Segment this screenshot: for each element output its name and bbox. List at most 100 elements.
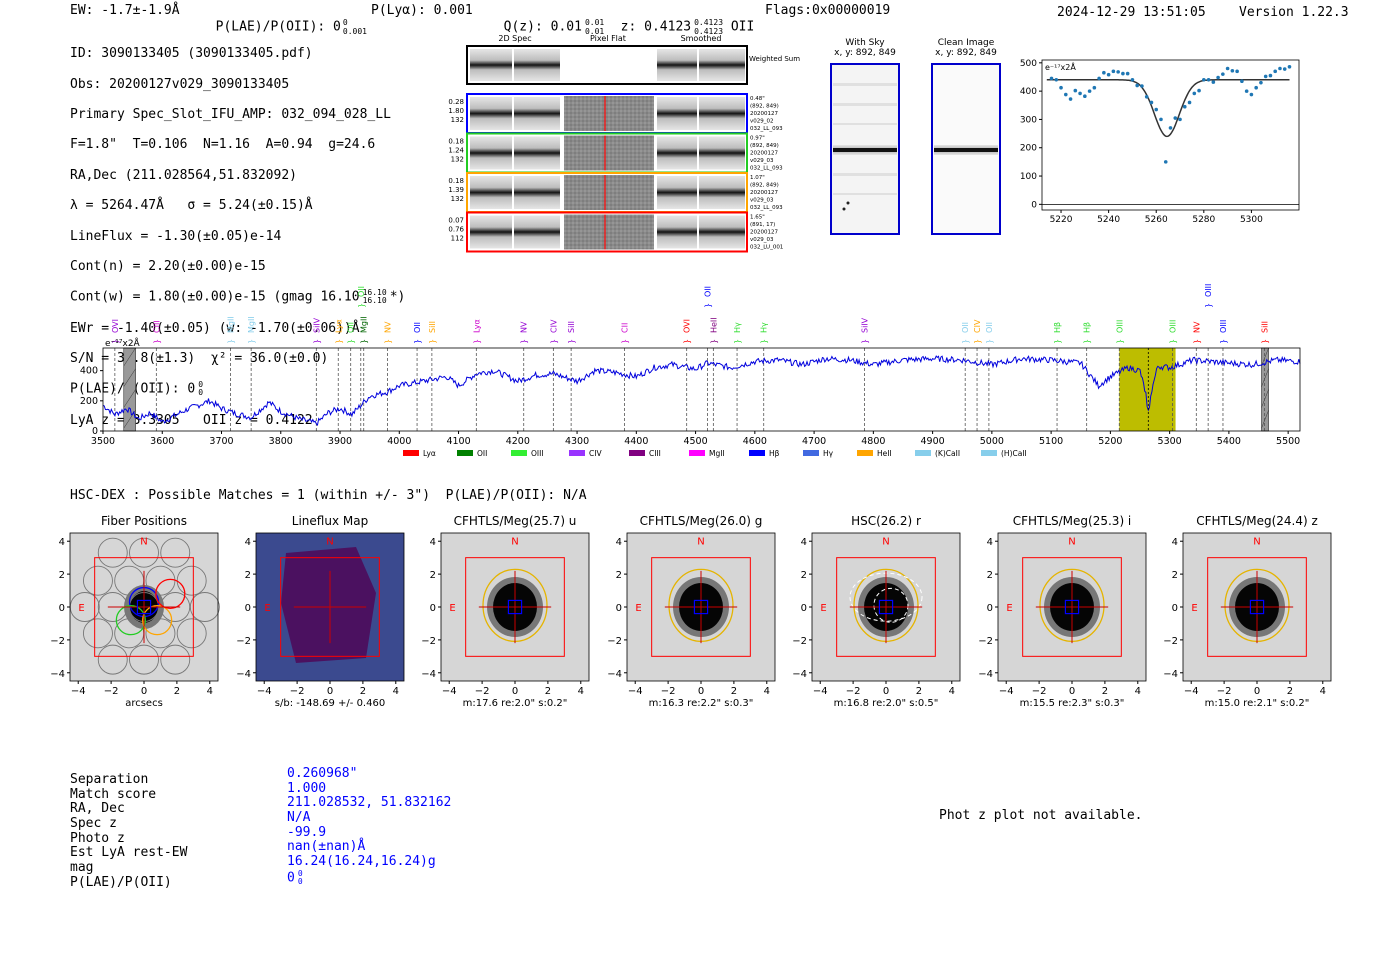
spectrum-line-brace: } bbox=[334, 339, 343, 344]
cutout-2d-a bbox=[470, 215, 512, 249]
fit-data-point bbox=[1087, 89, 1092, 93]
spectrum-line-label: OII bbox=[347, 322, 356, 333]
panel-ytick-label: 4 bbox=[801, 537, 807, 548]
match-value-text: nan(±nan)Å bbox=[287, 839, 366, 855]
match-label: Est LyA rest-EW bbox=[70, 845, 188, 861]
legend-swatch bbox=[981, 450, 997, 456]
spectrum-xtick-label: 4600 bbox=[743, 436, 767, 447]
cutout-row-stat: 132 bbox=[451, 116, 464, 124]
info-contw-sub: 16.10 bbox=[362, 296, 387, 306]
info-contn: Cont(n) = 2.20(±0.00)e-15 bbox=[70, 259, 266, 275]
north-label: N bbox=[326, 537, 333, 548]
cutout-row-meta: 0.48" bbox=[750, 96, 765, 102]
spectrum-xtick-label: 4800 bbox=[861, 436, 885, 447]
spectrum-xtick-label: 3800 bbox=[269, 436, 293, 447]
weighted-sum-row: Weighted Sum bbox=[466, 45, 800, 85]
fiber-center-box bbox=[1249, 599, 1265, 615]
fit-data-point bbox=[1125, 71, 1130, 76]
search-box bbox=[836, 557, 936, 657]
panel-xtick-label: 2 bbox=[1101, 686, 1107, 697]
spectrum-line-label: Hγ bbox=[733, 322, 742, 333]
fit-ytick-label: 0 bbox=[1031, 200, 1037, 210]
hsc-panel-footer: m:16.3 re:2.2" s:0.3" bbox=[648, 698, 753, 709]
north-label: N bbox=[140, 537, 147, 548]
match-value: 16.24(16.24,16.24)g bbox=[287, 854, 451, 870]
spectrum-xtick-label: 5400 bbox=[1217, 436, 1241, 447]
match-value-text: N/A bbox=[287, 810, 311, 826]
panel-ytick-label: 4 bbox=[1172, 537, 1178, 548]
clean-image-label: Clean Image bbox=[937, 38, 995, 48]
hsc-panel-title: Lineflux Map bbox=[291, 514, 367, 528]
east-label: E bbox=[820, 603, 826, 614]
hsc-panel-hsc: HSC(26.2) r N E −4 −2 0 2 4 4 2 0 −2 −4 m:16.8 re:2.0… bbox=[792, 514, 961, 709]
detection-info: ID: 3090133405 (3090133405.pdf) Obs: 202… bbox=[70, 31, 405, 443]
panel-ytick-label: −2 bbox=[1163, 636, 1178, 647]
panel-ytick-label: 2 bbox=[430, 570, 436, 581]
search-box bbox=[650, 557, 751, 657]
spectrum-line-brace: } bbox=[226, 339, 235, 344]
north-label: N bbox=[1068, 537, 1075, 548]
match-value-text: -99.9 bbox=[287, 824, 327, 840]
cutout-row-stat: 1.39 bbox=[448, 186, 464, 194]
cutout-row-stat: 0.76 bbox=[448, 226, 464, 234]
panel-ytick-label: −4 bbox=[978, 669, 993, 680]
fiber-circle bbox=[129, 537, 159, 568]
spectrum-line-brace: } bbox=[360, 339, 369, 344]
cutout-smooth-b bbox=[699, 136, 745, 170]
hsc-panel-title: HSC(26.2) r bbox=[851, 514, 921, 528]
match-value: nan(±nan)Å bbox=[287, 840, 451, 855]
spectrum-line-brace: } bbox=[1083, 339, 1092, 344]
panel-ytick-label: −2 bbox=[978, 636, 993, 647]
fiber-circle bbox=[160, 644, 191, 675]
spectrum-line-brace: } bbox=[760, 339, 769, 344]
panel-xtick-label: 2 bbox=[545, 686, 551, 697]
fit-data-point bbox=[1173, 116, 1178, 120]
fit-ytick-label: 200 bbox=[1020, 144, 1037, 154]
photz-note: Phot z plot not available. bbox=[939, 808, 1143, 823]
panel-ytick-label: −4 bbox=[607, 669, 622, 680]
spectrum-line-label: OIII bbox=[1115, 320, 1124, 333]
cutout-row-frame bbox=[466, 211, 748, 253]
north-label: N bbox=[511, 537, 518, 548]
info-contw-sup: 16.10 bbox=[362, 288, 387, 298]
info-contw-end: *) bbox=[389, 289, 406, 305]
cutout-row-stat: 132 bbox=[451, 156, 464, 164]
hsc-panel-fiber: Fiber Positions N E −4 −2 0 2 4 4 2 0 −2 −4 arcsecs bbox=[50, 514, 220, 709]
legend-label: HeII bbox=[877, 449, 892, 458]
spectrum-highlight-band bbox=[1119, 348, 1176, 431]
match-value-text: 211.028532, 51.832162 bbox=[287, 795, 452, 811]
cutout-2d-b bbox=[514, 136, 560, 170]
panel-ytick-label: 0 bbox=[244, 603, 250, 614]
spectrum-line-label: MgII bbox=[360, 316, 369, 333]
header-z-sub: 0.4123 bbox=[694, 27, 724, 36]
spectrum-line-label: SiII bbox=[567, 321, 576, 333]
cutout-row-stat: 0.28 bbox=[448, 98, 464, 106]
panel-ytick-label: −2 bbox=[607, 636, 622, 647]
fit-data-point bbox=[1168, 126, 1173, 130]
spectrum-line-label: CII bbox=[620, 323, 629, 333]
cutout-row-meta: 1.65" bbox=[750, 215, 765, 221]
hsc-panel-title: CFHTLS/Meg(26.0) g bbox=[639, 514, 762, 528]
cutout-row-stat: 1.24 bbox=[448, 147, 464, 155]
hsc-panel-title: Fiber Positions bbox=[101, 514, 187, 528]
match-value-text: 0.260968" bbox=[287, 766, 358, 781]
spectrum-line-label: Lyα bbox=[334, 319, 343, 333]
fit-data-point bbox=[1182, 104, 1187, 109]
panel-xtick-label: 4 bbox=[392, 686, 398, 697]
cutout-row-meta: v029_03 bbox=[750, 198, 774, 204]
cutout-2d-a bbox=[470, 136, 512, 170]
cutout-row-stat: 132 bbox=[451, 195, 464, 203]
cutout-smooth-b bbox=[699, 97, 745, 130]
fit-data-point bbox=[1230, 68, 1235, 73]
cutout-row-meta: (892, 849) bbox=[750, 104, 779, 110]
spectrum-masked-region bbox=[123, 347, 136, 432]
panel-xtick-label: 2 bbox=[1287, 686, 1293, 697]
search-box bbox=[94, 557, 194, 657]
spectrum-xtick-label: 3900 bbox=[328, 436, 352, 447]
fit-xtick-label: 5280 bbox=[1192, 215, 1215, 225]
panel-xtick-label: 0 bbox=[326, 686, 332, 697]
header-z-sup: 0.4123 bbox=[694, 18, 724, 27]
panel-xtick-label: −4 bbox=[71, 686, 86, 697]
